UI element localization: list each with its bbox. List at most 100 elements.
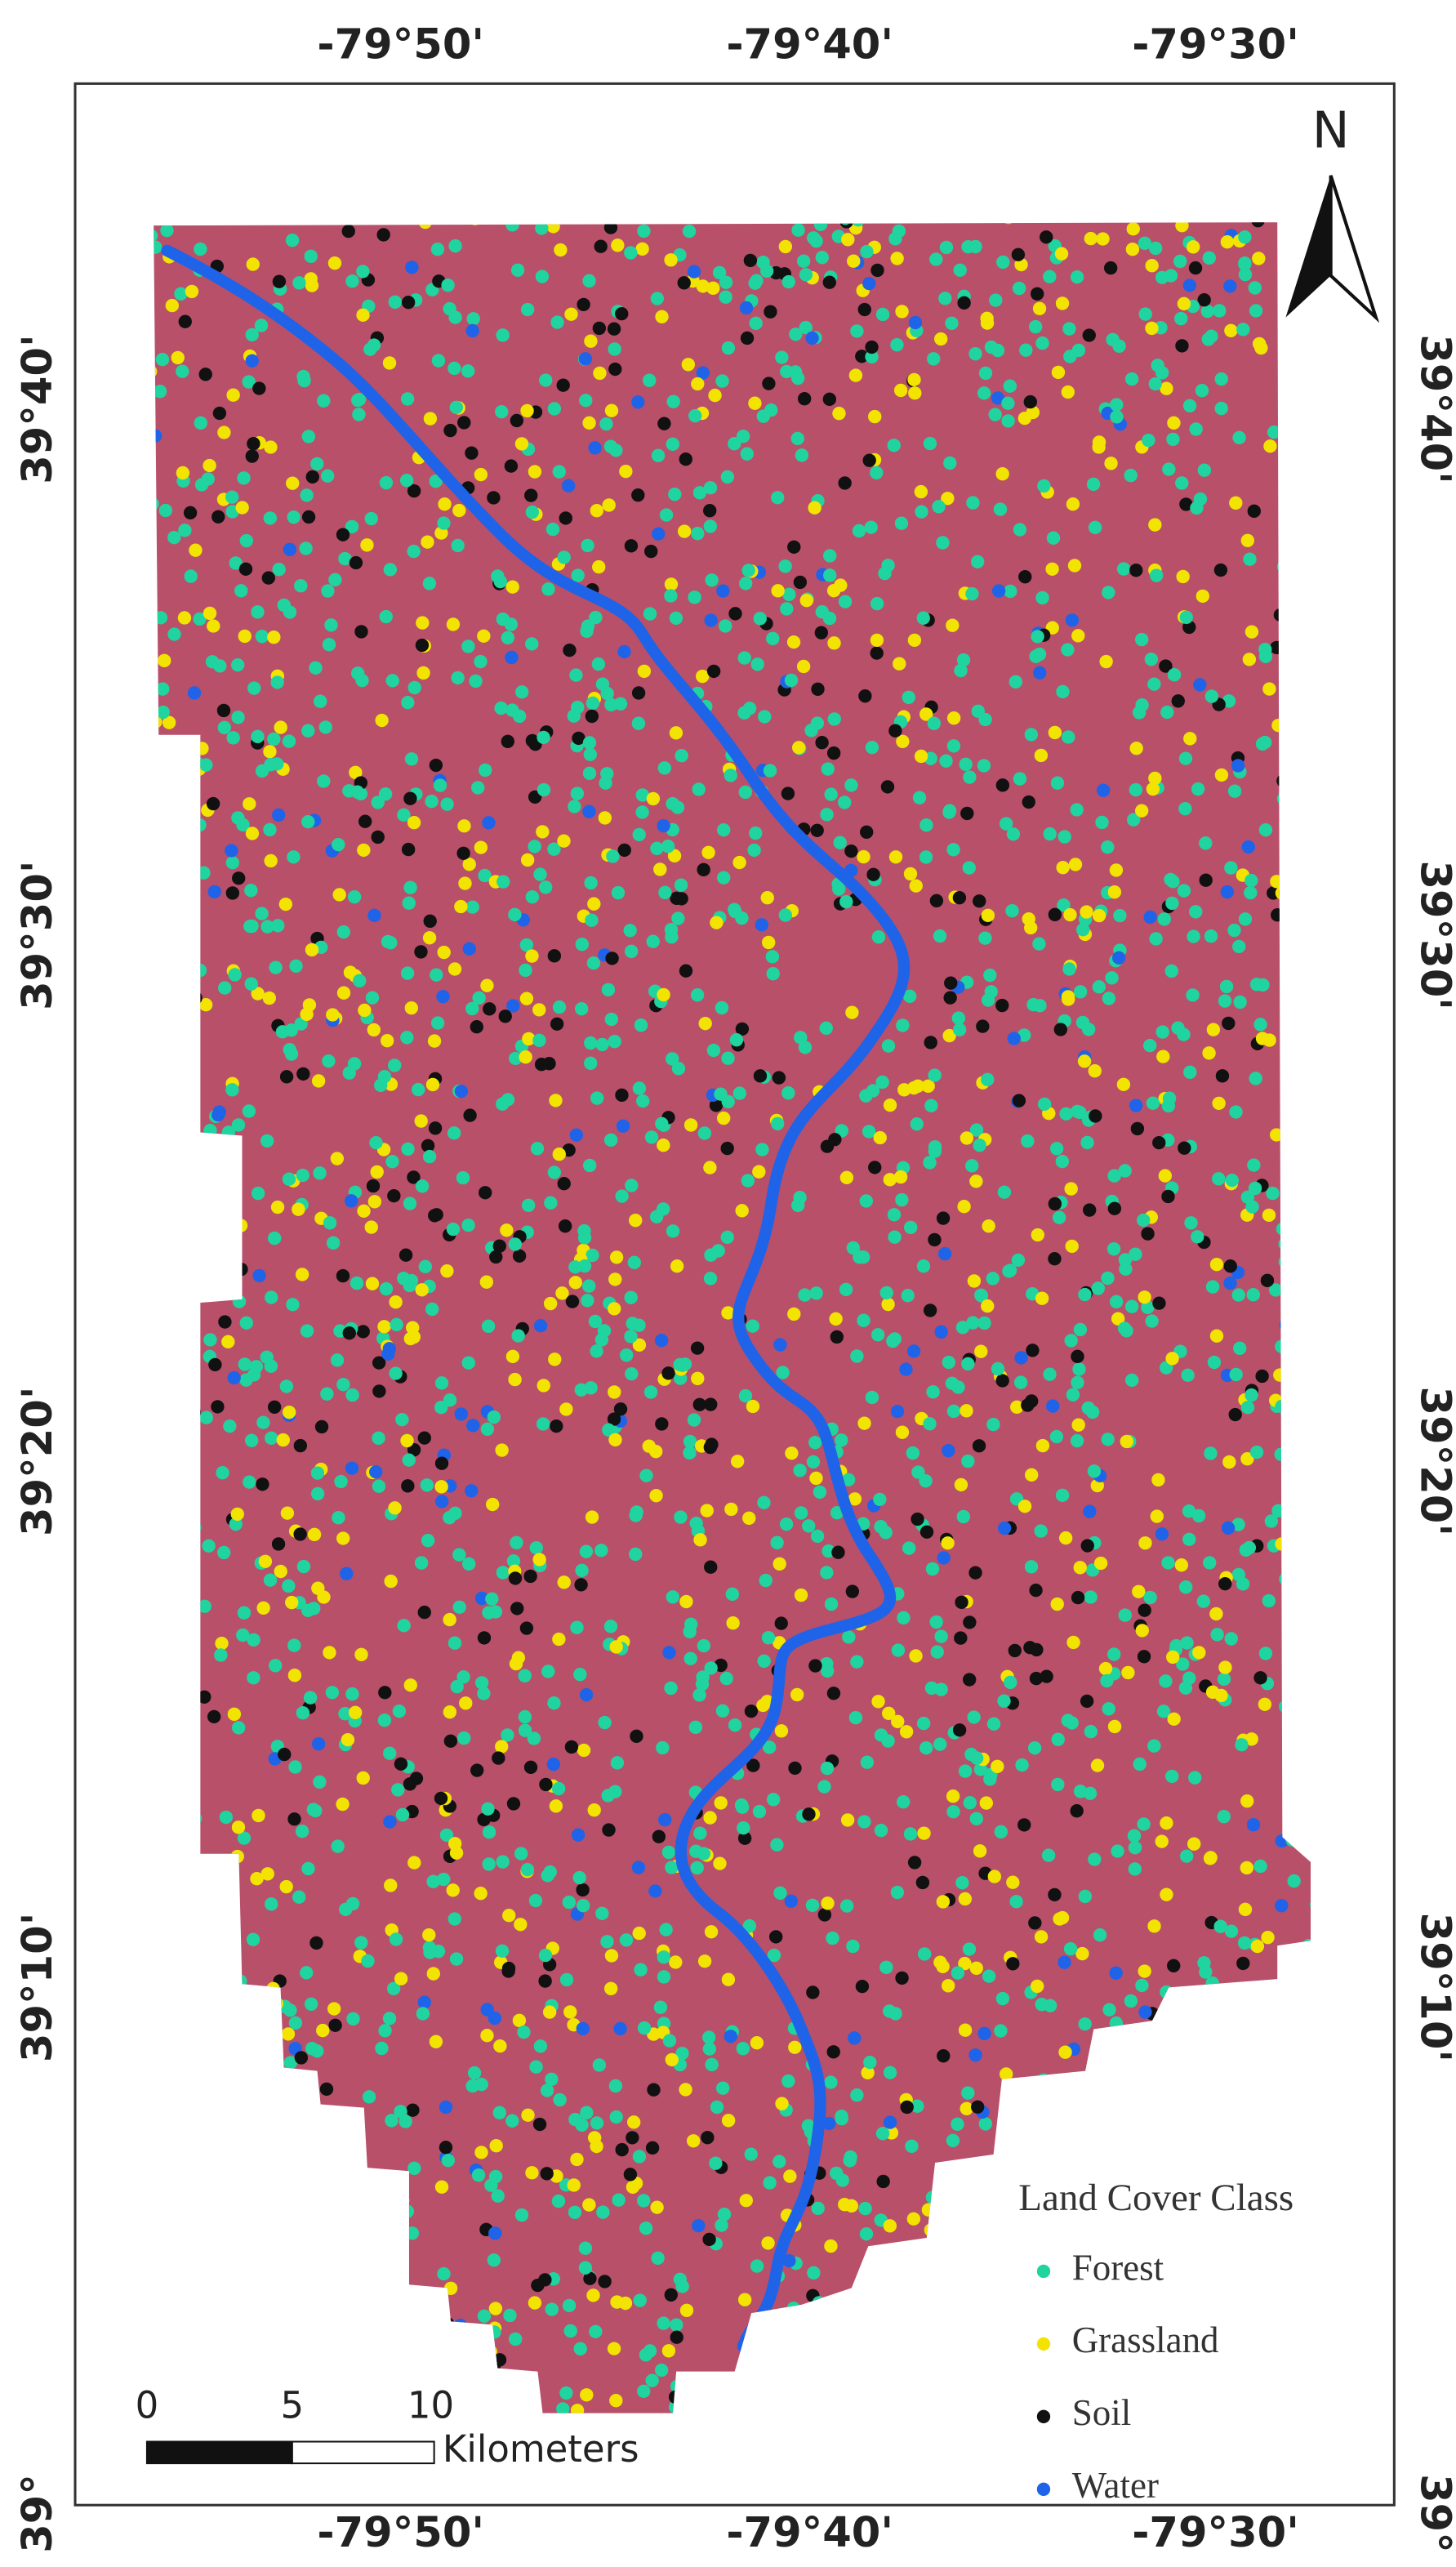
sample-point — [687, 265, 701, 279]
sample-point — [508, 1571, 523, 1585]
sample-point — [629, 1214, 643, 1228]
sample-point — [245, 919, 259, 934]
sample-point — [1155, 1527, 1169, 1541]
sample-point — [919, 1525, 934, 1539]
sample-point — [838, 595, 853, 608]
sample-point — [870, 646, 884, 660]
sample-point — [313, 694, 327, 708]
sample-point — [670, 891, 683, 905]
sample-point — [267, 1400, 282, 1414]
sample-point — [1240, 1190, 1254, 1204]
sample-point — [1109, 863, 1124, 877]
sample-point — [1197, 463, 1212, 477]
sample-point — [562, 1895, 577, 1910]
sample-point — [832, 407, 846, 421]
sample-point — [305, 2042, 319, 2056]
sample-point — [592, 321, 607, 336]
sample-point — [793, 1191, 807, 1205]
sample-point — [345, 2157, 359, 2171]
arrow-left — [1285, 175, 1331, 318]
sample-point — [461, 1557, 476, 1571]
sample-point — [525, 637, 539, 651]
sample-point — [549, 1799, 563, 1813]
sample-point — [1178, 802, 1192, 816]
sample-point — [1280, 626, 1294, 640]
sample-point — [752, 1804, 767, 1819]
sample-point — [576, 2021, 590, 2036]
sample-point — [774, 1616, 788, 1630]
sample-point — [571, 1828, 586, 1842]
sample-point — [1211, 2070, 1225, 2084]
sample-point — [717, 2208, 732, 2222]
sample-point — [765, 950, 780, 964]
sample-point — [701, 2130, 715, 2145]
sample-point — [617, 843, 631, 858]
sample-point — [915, 2272, 930, 2286]
sample-point — [801, 2119, 816, 2133]
sample-point — [508, 1237, 522, 1251]
sample-point — [1013, 772, 1027, 786]
sample-point — [1308, 969, 1311, 983]
sample-point — [552, 465, 566, 479]
sample-point — [1101, 840, 1115, 854]
sample-point — [917, 1826, 931, 1840]
sample-point — [1161, 2299, 1175, 2313]
sample-point — [815, 736, 829, 750]
sample-point — [995, 1991, 1010, 2006]
sample-point — [608, 1035, 621, 1049]
sample-point — [236, 1628, 250, 1642]
sample-point — [167, 530, 181, 545]
sample-point — [577, 1231, 592, 1245]
sample-point — [1107, 1201, 1122, 1215]
sample-point — [1073, 1561, 1087, 1575]
sample-point — [515, 685, 529, 699]
sample-point — [1180, 1636, 1194, 1650]
sample-point — [923, 1304, 937, 1317]
legend-title: Land Cover Class — [1018, 2177, 1293, 2219]
sample-point — [458, 876, 472, 890]
sample-point — [584, 1381, 598, 1395]
sample-point — [520, 853, 535, 867]
sample-point — [719, 275, 733, 289]
sample-point — [389, 1366, 403, 1380]
sample-point — [1077, 1054, 1092, 1068]
sample-point — [189, 991, 203, 1005]
sample-point — [1025, 1468, 1039, 1482]
sample-point — [431, 1945, 446, 1959]
sample-point — [557, 1177, 571, 1191]
sample-point — [304, 249, 318, 263]
sample-point — [1105, 971, 1119, 985]
sample-point — [826, 2045, 840, 2059]
sample-point — [414, 945, 428, 959]
sample-point — [738, 785, 752, 800]
sample-point — [1223, 1259, 1237, 1273]
sample-point — [721, 1051, 735, 1065]
sample-point — [888, 724, 902, 738]
sample-point — [1182, 1532, 1196, 1546]
sample-point — [400, 1031, 414, 1045]
sample-point — [860, 244, 874, 259]
sample-point — [214, 1648, 228, 1662]
sample-point — [704, 1560, 718, 1574]
sample-point — [1210, 1628, 1224, 1642]
sample-point — [417, 1995, 431, 2009]
sample-point — [729, 1032, 744, 1047]
sample-point — [543, 1296, 558, 1311]
sample-point — [879, 1286, 893, 1300]
sample-point — [176, 2325, 190, 2340]
lat-label: 39°30' — [14, 860, 62, 1009]
sample-point — [423, 412, 438, 426]
sample-point — [632, 2150, 647, 2164]
sample-point — [238, 1357, 252, 1371]
sample-point — [211, 2075, 225, 2090]
sample-point — [784, 1894, 798, 1909]
sample-point — [247, 437, 260, 451]
sample-point — [789, 328, 803, 341]
sample-point — [338, 1707, 352, 1721]
sample-point — [421, 1139, 435, 1152]
sample-point — [763, 1740, 777, 1754]
sample-point — [608, 362, 622, 377]
sample-point — [958, 1892, 973, 1906]
sample-point — [354, 1936, 368, 1950]
sample-point — [909, 2263, 923, 2277]
